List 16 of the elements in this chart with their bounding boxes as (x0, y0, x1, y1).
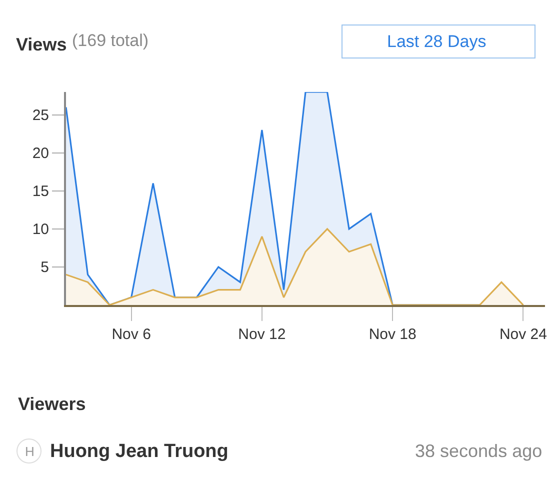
text: Viewers (18, 394, 86, 414)
text: Huong Jean Truong (50, 441, 228, 462)
x-tick-label: Nov 12 (238, 326, 286, 343)
y-tick-label: 25 (32, 107, 49, 124)
y-tick-label: 15 (32, 183, 49, 200)
x-tick-label: Nov 6 (112, 326, 151, 343)
y-tick-label: 20 (32, 145, 49, 162)
y-tick-label: 10 (32, 221, 49, 238)
y-tick-label: 5 (40, 259, 49, 276)
x-tick-label: Nov 24 (499, 326, 547, 343)
chart-title: Views (16, 34, 67, 54)
text: 38 seconds ago (415, 441, 542, 461)
x-tick-label: Nov 18 (368, 326, 416, 343)
text: Last 28 Days (387, 32, 486, 51)
text: (169 total) (72, 31, 149, 50)
text: H (25, 444, 34, 459)
